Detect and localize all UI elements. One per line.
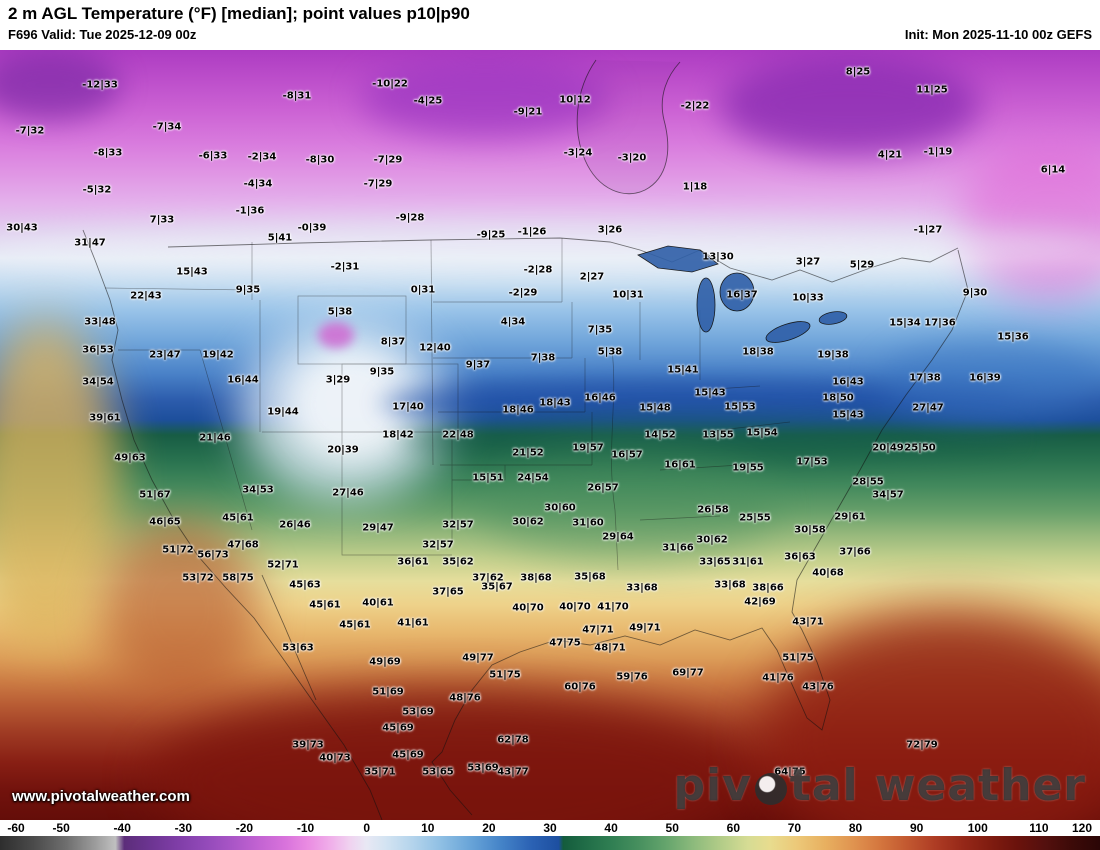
colorbar-tick: -40 <box>113 821 131 835</box>
field-arctic-purple-east <box>720 55 980 155</box>
colorbar-tick: 10 <box>421 821 435 835</box>
colorbar-tick: -60 <box>7 821 25 835</box>
field-teal-band <box>400 418 1020 460</box>
colorbar-tick: 20 <box>482 821 496 835</box>
field-arctic-purple-west <box>0 50 120 120</box>
colorbar: -60 -50 -40 -30 -20 -10 0 10 20 30 40 50 60 70 80 90 100… <box>0 820 1100 850</box>
colorbar-tick: -10 <box>296 821 315 835</box>
map-area[interactable] <box>0 50 1100 820</box>
site-url[interactable]: www.pivotalweather.com <box>12 788 190 805</box>
map-borders <box>82 59 969 820</box>
colorbar-tick: -50 <box>52 821 70 835</box>
colorbar-tick: 30 <box>543 821 557 835</box>
colorbar-tick: 100 <box>967 821 988 835</box>
coastlines <box>82 229 969 820</box>
brand-logo-icon <box>754 772 787 805</box>
map-title: 2 m AGL Temperature (°F) [median]; point… <box>8 4 470 23</box>
init-time-label: Init: Mon 2025-11-10 00z GEFS <box>904 27 1092 42</box>
colorbar-tick: 110 <box>1029 821 1049 835</box>
colorbar-gradient <box>0 836 1100 850</box>
colorbar-tick: 50 <box>665 821 679 835</box>
colorbar-tick: -20 <box>235 821 254 835</box>
colorbar-tick: 70 <box>787 821 802 835</box>
run-info-bar: F696 Valid: Tue 2025-12-09 00z Init: Mon… <box>0 24 1100 42</box>
colorbar-ticks: -60 -50 -40 -30 -20 -10 0 10 20 30 40 50 60 70 80 90 100… <box>0 820 1100 836</box>
colorbar-tick: 60 <box>726 821 741 835</box>
hudson-bay <box>576 59 681 195</box>
state-borders <box>104 238 791 571</box>
colorbar-tick: 0 <box>363 821 370 835</box>
field-plains-green-dip <box>480 450 780 560</box>
brand-text-post: tal weather <box>789 760 1086 811</box>
field-rockies-magenta-spot <box>318 322 354 348</box>
colorbar-tick: 90 <box>909 821 924 835</box>
colorbar-tick: -30 <box>174 821 192 835</box>
field-southwest-hot <box>100 520 260 700</box>
valid-time-label: F696 Valid: Tue 2025-12-09 00z <box>8 27 197 42</box>
brand-text-pre: piv <box>673 760 752 811</box>
field-prairie-white-band <box>0 220 1100 275</box>
field-atlantic-pink <box>960 140 1100 300</box>
field-arctic-purple-center <box>360 58 610 138</box>
colorbar-tick: 120 <box>1071 821 1093 835</box>
colorbar-tick: 40 <box>604 821 618 835</box>
colorbar-tick: 80 <box>848 821 863 835</box>
great-lakes <box>637 245 848 343</box>
brand-watermark: piv tal weather <box>674 760 1086 811</box>
title-bar: 2 m AGL Temperature (°F) [median]; point… <box>0 0 1100 50</box>
